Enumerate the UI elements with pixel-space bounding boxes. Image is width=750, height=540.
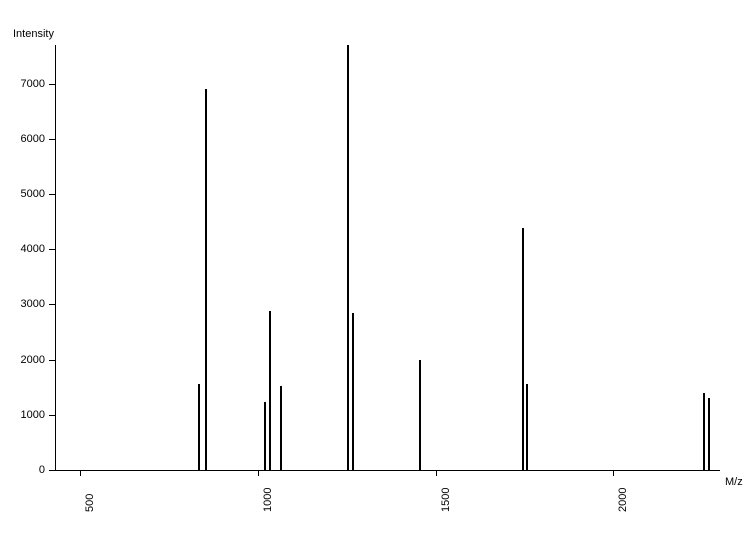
spectrum-peak — [269, 311, 271, 470]
y-tick-label: 6000 — [0, 133, 45, 145]
x-tick — [80, 470, 81, 476]
x-tick-label: 1000 — [262, 488, 274, 512]
x-tick-label: 500 — [84, 494, 96, 512]
y-tick-label: 4000 — [0, 243, 45, 255]
x-axis — [55, 470, 720, 471]
spectrum-peak — [347, 45, 349, 470]
y-axis — [55, 45, 56, 470]
y-tick — [49, 139, 55, 140]
spectrum-peak — [526, 384, 528, 470]
spectrum-peak — [522, 228, 524, 470]
spectrum-peak — [419, 360, 421, 470]
spectrum-peak — [205, 89, 207, 470]
y-tick-label: 0 — [0, 464, 45, 476]
y-tick — [49, 84, 55, 85]
y-tick-label: 1000 — [0, 409, 45, 421]
spectrum-peak — [280, 386, 282, 470]
x-axis-title: M/z — [725, 476, 743, 488]
y-tick-label: 2000 — [0, 354, 45, 366]
x-tick — [613, 470, 614, 476]
x-tick — [258, 470, 259, 476]
y-tick — [49, 470, 55, 471]
x-tick — [436, 470, 437, 476]
y-tick — [49, 415, 55, 416]
y-tick-label: 5000 — [0, 188, 45, 200]
y-tick — [49, 194, 55, 195]
x-tick-label: 1500 — [440, 488, 452, 512]
spectrum-peak — [264, 402, 266, 470]
x-tick-label: 2000 — [617, 488, 629, 512]
y-axis-title: Intensity — [13, 28, 54, 40]
mass-spectrum-chart: Intensity M/z 0 1000 2000 3000 4000 5000 6000 7… — [0, 0, 750, 540]
y-tick — [49, 360, 55, 361]
spectrum-peak — [352, 313, 354, 470]
y-tick-label: 3000 — [0, 298, 45, 310]
y-tick — [49, 249, 55, 250]
y-tick — [49, 304, 55, 305]
y-tick-label: 7000 — [0, 78, 45, 90]
spectrum-peak — [708, 398, 710, 470]
spectrum-peak — [198, 384, 200, 470]
spectrum-peak — [703, 393, 705, 470]
